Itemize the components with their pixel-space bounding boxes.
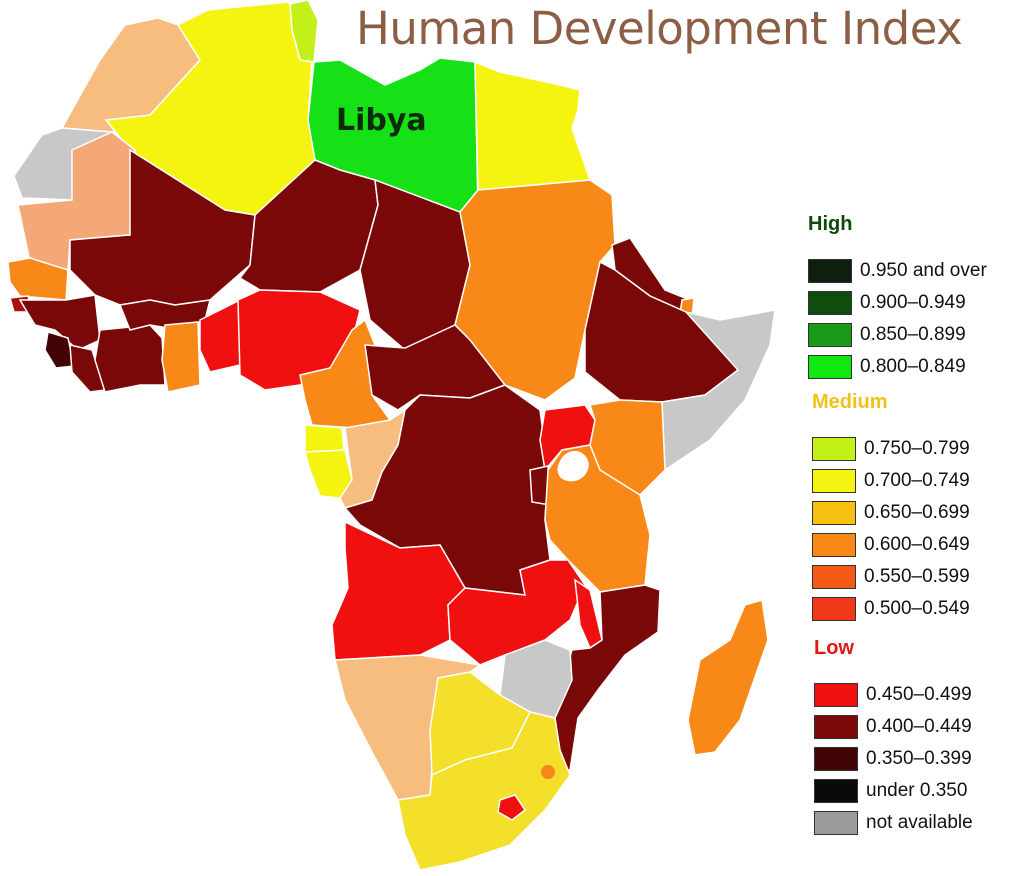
legend-swatch <box>814 811 858 835</box>
legend-item-medium: 0.600–0.649 <box>812 531 970 559</box>
legend-swatch <box>812 597 856 621</box>
legend-label: 0.500–0.549 <box>864 598 970 619</box>
legend-item-high: 0.800–0.849 <box>808 353 966 381</box>
legend-label: 0.600–0.649 <box>864 534 970 555</box>
legend-swatch <box>812 565 856 589</box>
region-liberia[interactable] <box>69 344 106 393</box>
legend-heading-high: High <box>808 213 853 235</box>
region-mauritania[interactable] <box>17 131 136 271</box>
legend-item-low: under 0.350 <box>814 777 967 805</box>
legend-label: 0.450–0.499 <box>866 684 972 705</box>
legend-item-high: 0.850–0.899 <box>808 321 966 349</box>
legend-label: 0.700–0.749 <box>864 470 970 491</box>
legend-label: not available <box>866 812 973 833</box>
region-swaziland[interactable] <box>541 765 555 779</box>
region-sudan[interactable] <box>454 179 616 401</box>
legend-swatch <box>808 355 852 379</box>
legend-item-low: 0.450–0.499 <box>814 681 972 709</box>
legend-item-medium: 0.700–0.749 <box>812 467 970 495</box>
legend-label: 0.800–0.849 <box>860 356 966 377</box>
legend-item-high: 0.900–0.949 <box>808 289 966 317</box>
legend-item-medium: 0.550–0.599 <box>812 563 970 591</box>
legend-label: 0.950 and over <box>860 260 987 281</box>
legend-swatch <box>808 323 852 347</box>
legend-label: under 0.350 <box>866 780 968 801</box>
legend-swatch <box>808 291 852 315</box>
legend-item-low: not available <box>814 809 973 837</box>
region-guinea[interactable] <box>18 294 101 351</box>
region-angola[interactable] <box>331 520 466 661</box>
legend-item-low: 0.400–0.449 <box>814 713 972 741</box>
legend-label: 0.400–0.449 <box>866 716 972 737</box>
legend-label: 0.350–0.399 <box>866 748 972 769</box>
legend: High 0.950 and over 0.900–0.949 0.850–0.89… <box>808 205 1012 865</box>
legend-swatch <box>812 501 856 525</box>
region-sierra-leone[interactable] <box>44 331 75 369</box>
legend-item-medium: 0.650–0.699 <box>812 499 970 527</box>
legend-swatch <box>812 469 856 493</box>
legend-swatch <box>814 779 858 803</box>
legend-swatch <box>814 715 858 739</box>
legend-label: 0.650–0.699 <box>864 502 970 523</box>
legend-swatch <box>814 683 858 707</box>
region-south-africa[interactable] <box>397 711 571 871</box>
region-ghana[interactable] <box>161 321 201 393</box>
region-eq-guinea[interactable] <box>304 424 345 453</box>
region-madagascar[interactable] <box>687 599 769 756</box>
legend-swatch <box>808 259 852 283</box>
region-zambia[interactable] <box>447 559 586 666</box>
region-egypt[interactable] <box>474 60 592 191</box>
legend-item-low: 0.350–0.399 <box>814 745 972 773</box>
legend-swatch <box>812 533 856 557</box>
region-mozambique[interactable] <box>547 584 661 771</box>
lake-victoria <box>557 451 589 482</box>
region-togo-benin[interactable] <box>199 298 241 373</box>
legend-label: 0.900–0.949 <box>860 292 966 313</box>
map-label-libya: Libya <box>336 103 427 138</box>
legend-label: 0.850–0.899 <box>860 324 966 345</box>
region-somalia[interactable] <box>661 309 776 472</box>
legend-heading-medium: Medium <box>812 391 888 413</box>
region-cote-divoire[interactable] <box>94 324 166 393</box>
legend-swatch <box>814 747 858 771</box>
region-lesotho[interactable] <box>497 794 527 821</box>
legend-item-medium: 0.750–0.799 <box>812 435 970 463</box>
legend-heading-low: Low <box>814 637 854 659</box>
map-title: Human Development Index <box>356 2 963 55</box>
legend-item-medium: 0.500–0.549 <box>812 595 970 623</box>
legend-item-high: 0.950 and over <box>808 257 987 285</box>
legend-label: 0.750–0.799 <box>864 438 970 459</box>
legend-swatch <box>812 437 856 461</box>
legend-label: 0.550–0.599 <box>864 566 970 587</box>
region-tanzania[interactable] <box>544 444 651 593</box>
